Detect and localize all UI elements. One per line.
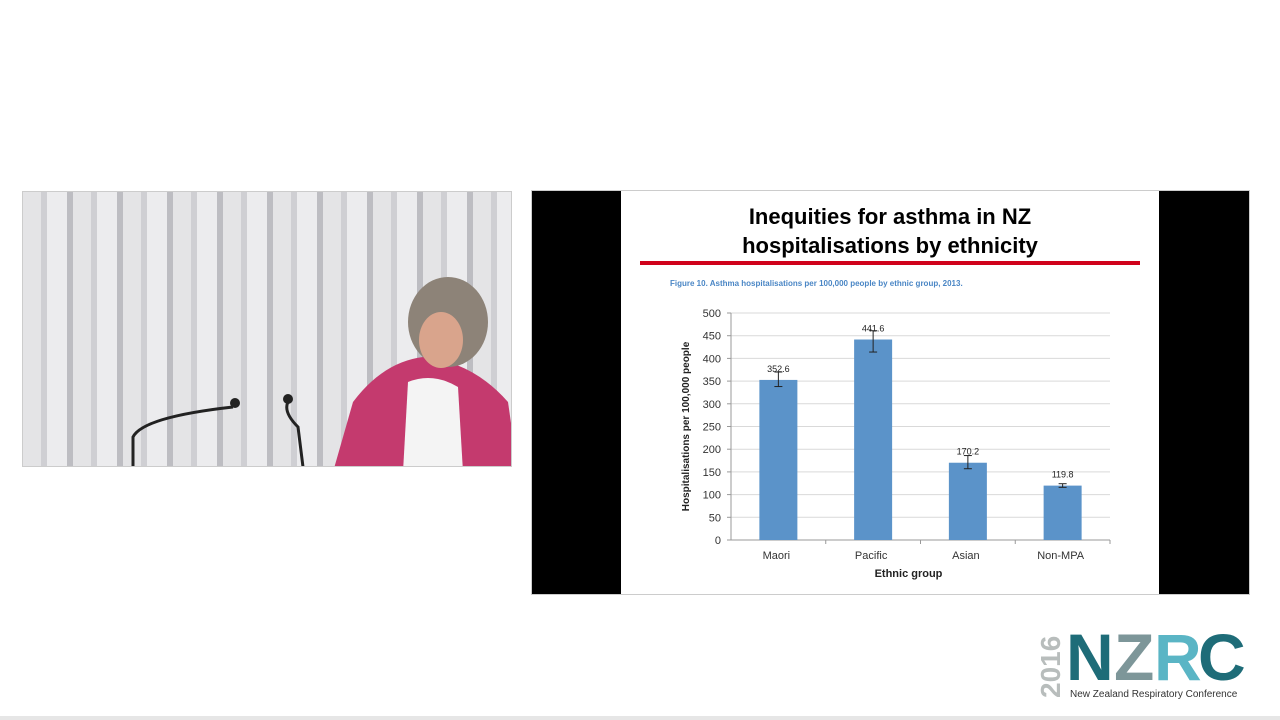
y-tick-label: 100 — [703, 490, 721, 502]
y-tick-label: 300 — [703, 399, 721, 411]
x-tick-label: Non-MPA — [1037, 550, 1085, 562]
bar-non-mpa — [1043, 485, 1082, 540]
svg-text:C: C — [1198, 622, 1246, 694]
x-axis-label: Ethnic group — [875, 568, 943, 580]
data-label: 441.6 — [862, 324, 885, 334]
slide-title-line2: hospitalisations by ethnicity — [742, 233, 1038, 258]
svg-text:N: N — [1066, 622, 1110, 694]
x-tick-label: Asian — [952, 550, 980, 562]
y-tick-label: 400 — [703, 353, 721, 365]
nzrc-logo: 2016 N Z R C New Zealand Respiratory Con… — [1035, 620, 1251, 702]
y-tick-label: 500 — [703, 308, 721, 320]
bar-chart: 0 50 100 150 200 250 300 350 400 450 500 352.6 Maori… — [681, 308, 1111, 580]
data-label: 352.6 — [767, 364, 790, 374]
y-tick-label: 250 — [703, 422, 721, 434]
y-axis-label: Hospitalisations per 100,000 people — [681, 341, 692, 511]
svg-text:Z: Z — [1114, 622, 1154, 694]
y-tick-label: 200 — [703, 444, 721, 456]
x-tick-label: Maori — [763, 550, 791, 562]
x-tick-label: Pacific — [855, 550, 888, 562]
slide-title-line1: Inequities for asthma in NZ — [748, 204, 1032, 229]
y-tick-label: 350 — [703, 376, 721, 388]
y-tick-label: 150 — [703, 467, 721, 479]
microphones — [131, 394, 305, 466]
bar-maori — [759, 379, 798, 540]
svg-text:R: R — [1154, 622, 1202, 694]
data-label: 170.2 — [957, 447, 980, 457]
y-tick-label: 0 — [715, 535, 721, 547]
svg-text:New Zealand Respiratory Confer: New Zealand Respiratory Conference — [1070, 689, 1238, 700]
figure-caption: Figure 10. Asthma hospitalisations per 1… — [670, 279, 963, 288]
y-tick-label: 50 — [709, 512, 721, 524]
slide: Inequities for asthma in NZ hospitalisat… — [621, 191, 1159, 594]
svg-text:2016: 2016 — [1036, 636, 1066, 698]
title-rule — [640, 261, 1140, 265]
y-tick-label: 450 — [703, 331, 721, 343]
bar-pacific — [854, 339, 893, 540]
speaker-figure — [334, 277, 511, 466]
bottom-bar — [0, 716, 1280, 720]
speaker-video — [22, 191, 512, 467]
data-label: 119.8 — [1052, 470, 1074, 480]
bar-asian — [948, 462, 987, 540]
